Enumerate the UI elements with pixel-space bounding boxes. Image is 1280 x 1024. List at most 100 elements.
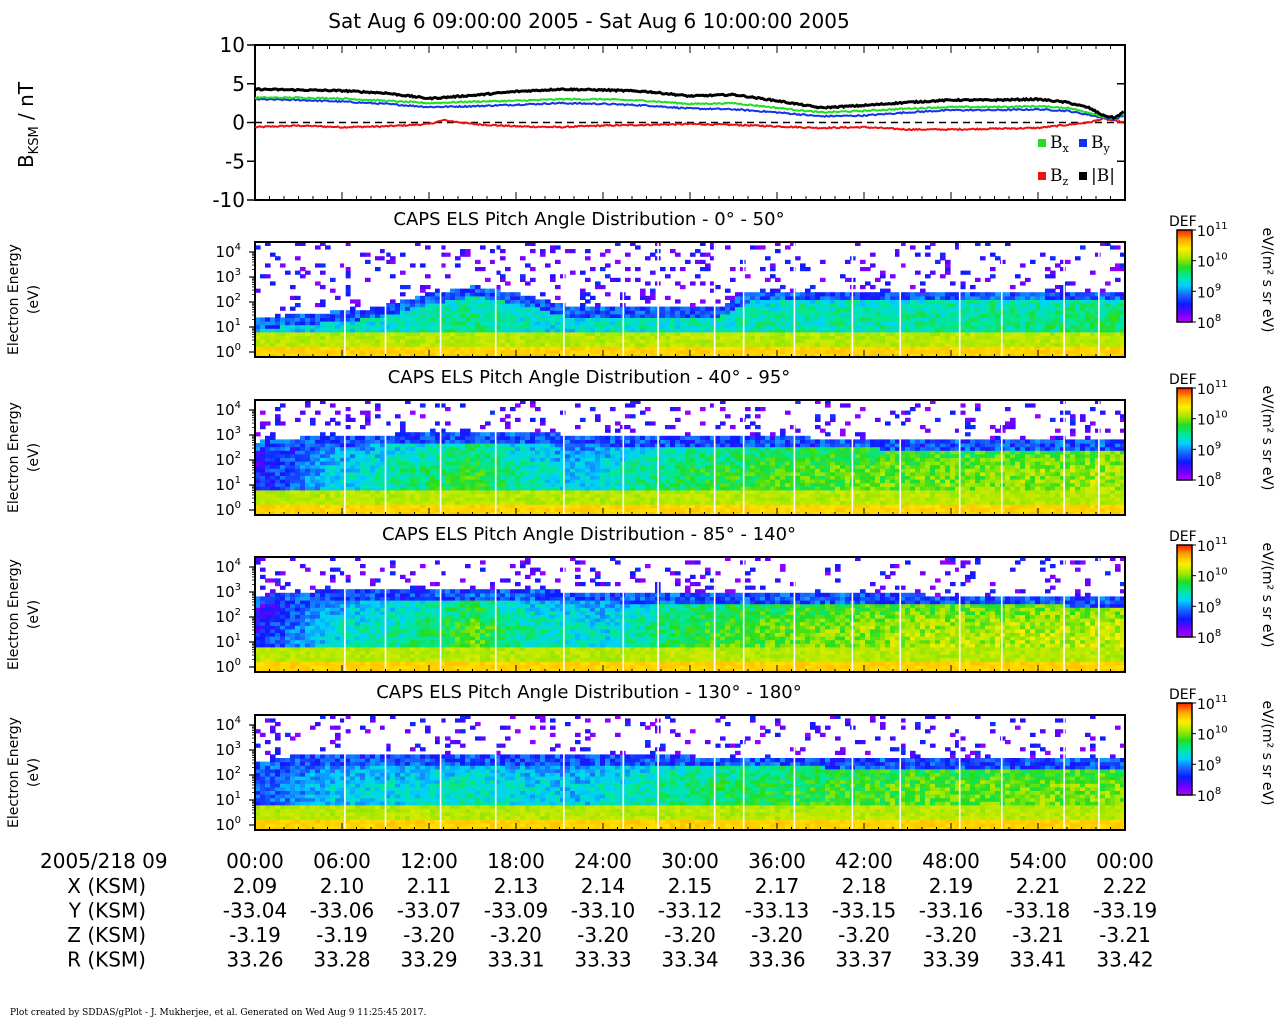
spectrogram-cell xyxy=(485,277,491,282)
spectrogram-cell xyxy=(490,410,496,415)
spectrogram-cell xyxy=(1005,317,1011,322)
spectrogram-cell xyxy=(615,335,621,340)
spectrogram-cell xyxy=(635,335,641,340)
spectrogram-cell xyxy=(490,453,496,458)
spectrogram-cell xyxy=(515,450,521,455)
spectrogram-cell xyxy=(685,331,691,336)
spectrogram-cell xyxy=(695,249,701,254)
spectrogram-cell xyxy=(505,486,511,491)
spectrogram-cell xyxy=(1045,339,1051,344)
spectrogram-cell xyxy=(990,317,996,322)
spectrogram-cell xyxy=(440,295,446,300)
spectrogram-cell xyxy=(1065,310,1071,315)
spectrogram-cell xyxy=(545,504,551,509)
spectrogram-cell xyxy=(1030,331,1036,336)
spectrogram-cell xyxy=(630,331,636,336)
spectrogram-cell xyxy=(1065,292,1071,297)
spectrogram-cell xyxy=(830,349,836,354)
spectrogram-cell xyxy=(630,324,636,329)
spectrogram-cell xyxy=(700,324,706,329)
spectrogram-cell xyxy=(325,475,331,480)
spectrogram-cell xyxy=(1060,299,1066,304)
spectrogram-cell xyxy=(300,439,306,444)
spectrogram-cell xyxy=(1010,321,1016,326)
spectrogram-cell xyxy=(1050,349,1056,354)
spectrogram-cell xyxy=(355,461,361,466)
spectrogram-cell xyxy=(255,317,261,322)
spectrogram-cell xyxy=(975,349,981,354)
spectrogram-cell xyxy=(435,482,441,487)
spectrogram-cell xyxy=(615,342,621,347)
spectrogram-cell xyxy=(865,342,871,347)
colorbar-tick-label: 109 xyxy=(1197,282,1221,301)
spectrogram-cell xyxy=(815,328,821,333)
spectrogram-cell xyxy=(815,299,821,304)
spectrogram-cell xyxy=(475,335,481,340)
spectrogram-cell xyxy=(790,353,796,358)
spectrogram-cell xyxy=(515,482,521,487)
spectrogram-cell xyxy=(710,306,716,311)
spectrogram-cell xyxy=(295,500,301,505)
spectrogram-cell xyxy=(985,277,991,282)
spectrogram-cell xyxy=(450,310,456,315)
spectrogram-cell xyxy=(415,339,421,344)
spectrogram-cell xyxy=(1070,313,1076,318)
spectrogram-cell xyxy=(415,328,421,333)
spectrogram-cell xyxy=(1015,346,1021,351)
spectrogram-cell xyxy=(915,353,921,358)
spectrogram-cell xyxy=(395,339,401,344)
spectrogram-cell xyxy=(255,446,261,451)
spectrogram-cell xyxy=(550,339,556,344)
spectrogram-cell xyxy=(935,317,941,322)
spectrogram-cell xyxy=(480,507,486,512)
spectrogram-cell xyxy=(540,511,546,516)
spectrogram-cell xyxy=(740,310,746,315)
spectrogram-cell xyxy=(300,471,306,476)
spectrogram-cell xyxy=(275,500,281,505)
spectrogram-cell xyxy=(445,464,451,469)
spectrogram-cell xyxy=(420,414,426,419)
spectrogram-cell xyxy=(485,342,491,347)
spectrogram-cell xyxy=(785,292,791,297)
spectrogram-cell xyxy=(890,303,896,308)
mag-ylabel: BKSM / nT xyxy=(14,81,42,168)
spectrogram-cell xyxy=(1100,299,1106,304)
spectrogram-cell xyxy=(315,328,321,333)
spectrogram-cell xyxy=(310,471,316,476)
spectrogram-cell xyxy=(1025,306,1031,311)
spectrogram-cell xyxy=(510,450,516,455)
spectrogram-cell xyxy=(765,328,771,333)
spectrogram-cell xyxy=(370,317,376,322)
spectrogram-cell xyxy=(295,446,301,451)
spectrogram-cell xyxy=(515,493,521,498)
spectrogram-cell xyxy=(335,410,341,415)
spectrogram-cell xyxy=(640,306,646,311)
spectrogram-cell xyxy=(300,267,306,272)
spectrogram-cell xyxy=(280,504,286,509)
spectrogram-cell xyxy=(800,331,806,336)
spectrogram-cell xyxy=(825,353,831,358)
spectrogram-cell xyxy=(535,432,541,437)
spectrogram-cell xyxy=(350,342,356,347)
spectrogram-cell xyxy=(440,317,446,322)
spectrogram-cell xyxy=(935,310,941,315)
spectrogram-cell xyxy=(610,310,616,315)
spectrogram-cell xyxy=(895,324,901,329)
spectrogram-cell xyxy=(1020,321,1026,326)
spectrogram-cell xyxy=(285,500,291,505)
spectrogram-cell xyxy=(930,339,936,344)
spectrogram-cell xyxy=(535,335,541,340)
colorbar-strip xyxy=(1177,233,1192,235)
spectrogram-cell xyxy=(970,310,976,315)
spectrogram-cell xyxy=(625,317,631,322)
colorbar-strip xyxy=(1177,288,1192,290)
spectrogram-cell xyxy=(600,267,606,272)
spectrogram-cell xyxy=(375,313,381,318)
spectrogram-cell xyxy=(270,331,276,336)
spectrogram-cell xyxy=(950,335,956,340)
spectrogram-cell xyxy=(370,507,376,512)
spectrogram-cell xyxy=(550,249,556,254)
spectrogram-cell xyxy=(445,493,451,498)
spectrogram-cell xyxy=(310,435,316,440)
spectrogram-cell xyxy=(495,468,501,473)
